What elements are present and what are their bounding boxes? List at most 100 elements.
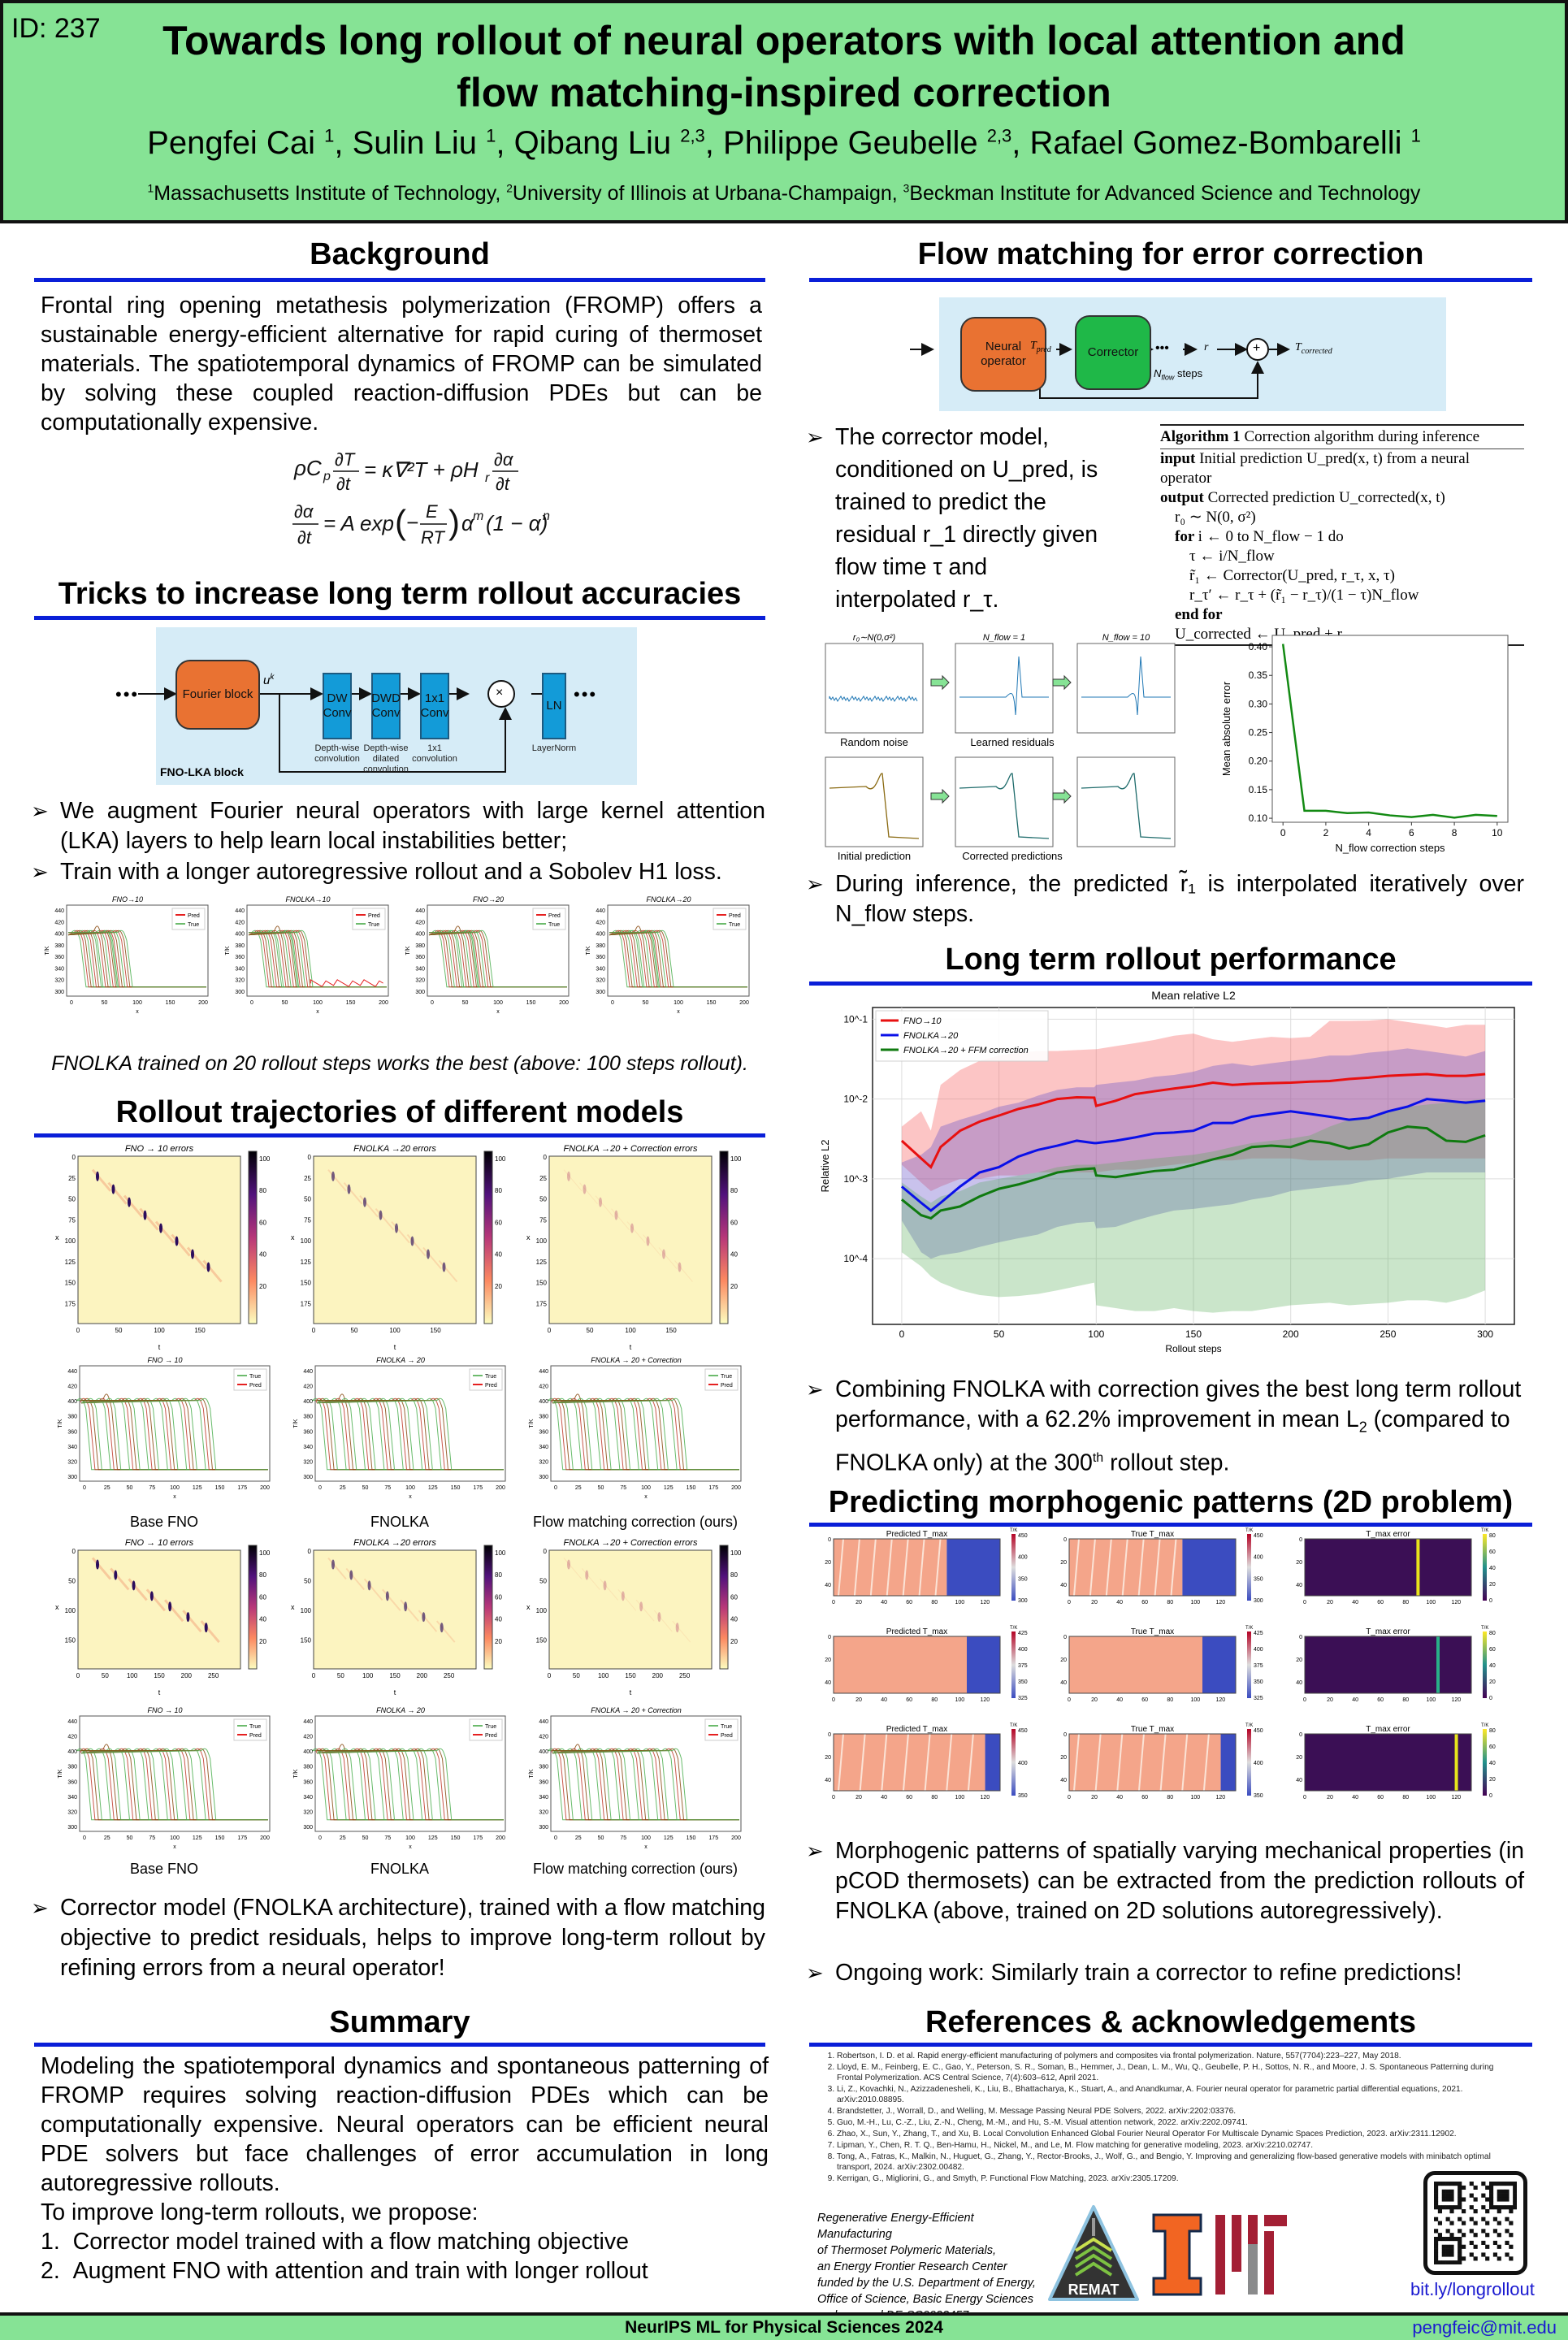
pattern-stripe [853, 1538, 860, 1597]
small-plot-title: N_flow = 10 [1102, 633, 1150, 643]
svg-text:m: m [473, 509, 483, 523]
legend-label: True [188, 922, 199, 928]
algorithm-text: Corrected prediction U_corrected(x, t) [1207, 489, 1445, 506]
x-tick-label: 150 [625, 1672, 636, 1679]
y-tick-label: 320 [235, 978, 245, 984]
qr-module [1462, 2209, 1466, 2214]
qr-module [1445, 2182, 1450, 2186]
heatmap-frame [548, 1549, 713, 1670]
acknowledgement-line: of Thermoset Polymeric Materials, [817, 2244, 996, 2257]
qr-module [1481, 2252, 1486, 2257]
colorbar [248, 1545, 258, 1670]
y-tick-label: 440 [67, 1369, 77, 1375]
y-tick-label: 0 [1063, 1537, 1067, 1543]
equations: ρC p ∂T ∂t = κ∇²T + ρH r ∂α ∂t ∂α ∂t = A exp(… [253, 443, 578, 568]
x-tick-label: 100 [641, 1485, 651, 1491]
y-tick-label: 400 [54, 932, 64, 938]
colorbar [1247, 1632, 1251, 1698]
y-tick-label: 0.25 [1249, 727, 1268, 739]
reference-item: Zhao, X., Sun, Y., Zhang, T., and Xu, B.… [837, 2129, 1516, 2139]
y-tick-label: 340 [303, 1795, 313, 1800]
error-spot [662, 1249, 665, 1259]
colorbar-tick: 100 [259, 1155, 271, 1163]
pattern-stripe [1170, 1538, 1177, 1597]
pattern-stripe [1094, 1733, 1102, 1792]
qr-module [1458, 2216, 1462, 2221]
y-axis-label: Relative L2 [819, 1139, 831, 1192]
qr-module [1505, 2216, 1510, 2221]
morph-grid: Predicted T_max 0 20 40 60 80 100 120 0 20 40 T/K 45… [809, 1528, 1532, 1828]
x-tick-label: 20 [1327, 1697, 1333, 1703]
y-tick-label: 360 [303, 1779, 313, 1785]
affiliation-mark: 1 [147, 182, 154, 195]
colorbar-tick: 350 [1254, 1679, 1263, 1685]
colorbar-tick: 100 [259, 1549, 271, 1557]
x-tick-label: 40 [1352, 1795, 1358, 1800]
svg-text:(: ( [395, 503, 406, 541]
fno-lka-block-label: FNO-LKA block [160, 765, 244, 778]
colorbar-tick: 300 [1018, 1598, 1028, 1604]
trajectory-plot: FNOLKA→10 Pred True 440 420 400 380 360 340 320 30… [225, 895, 389, 1015]
colorbar-tick: 80 [730, 1187, 738, 1194]
qr-link[interactable]: bit.ly/longrollout [1410, 2279, 1535, 2299]
y-tick-label: 50 [68, 1196, 76, 1203]
x-axis-label: x [496, 1009, 500, 1015]
x-tick-label: 20 [1327, 1795, 1333, 1800]
qr-module [1449, 2244, 1454, 2249]
error-streak [107, 1181, 128, 1205]
error-streak [382, 1588, 401, 1611]
x-axis-label: x [644, 1844, 648, 1850]
x-axis-label: t [394, 1343, 396, 1351]
x-tick-label: 150 [707, 1000, 717, 1006]
qr-module [1481, 2240, 1486, 2246]
qr-module [1481, 2193, 1486, 2198]
algorithm-line: for i ← 0 to N_flow − 1 do [1160, 527, 1524, 547]
y-tick-label: 40 [1296, 1583, 1302, 1588]
qr-module [1485, 2233, 1490, 2238]
error-heatmap: FNOLKA →20 errors 100 80 60 40 20 0 25 50 75 100 12… [291, 1144, 506, 1351]
x-tick-label: 20 [1091, 1697, 1098, 1703]
y-tick-label: 0 [72, 1154, 76, 1161]
qr-module [1489, 2197, 1494, 2202]
error-streak [202, 1259, 223, 1283]
qr-module [1492, 2229, 1498, 2234]
colorbar-tick: 20 [259, 1638, 266, 1645]
colorbar-tick: 60 [259, 1593, 266, 1601]
qr-module [1445, 2252, 1450, 2257]
t-corrected-label: Tcorrected [1295, 341, 1332, 356]
conv1x1-sublabel: 1x1 convolution [412, 743, 457, 764]
small-plot-frame [1076, 756, 1176, 847]
rollout-set-1: FNO → 10 errors 100 80 60 40 20 0 25 50 75 100 125 1… [50, 1142, 773, 1556]
error-streak [658, 1247, 678, 1269]
qr-module [1434, 2240, 1439, 2246]
x-tick-label: 0 [431, 1000, 434, 1006]
trajectory-curve [429, 925, 567, 988]
y-tick-label: 150 [65, 1637, 76, 1644]
y-tick-label: 380 [415, 943, 425, 949]
trajectory-plot: FNOLKA → 20 + Correction True Pred 440 420 40… [529, 1356, 742, 1500]
x-tick-label: 150 [389, 1672, 401, 1679]
x-tick-label: 100 [389, 1327, 401, 1334]
y-tick-label: 320 [67, 1459, 77, 1465]
acknowledgement-line: funded by the U.S. Department of Energy, [817, 2277, 1036, 2290]
y-tick-label: 40 [825, 1680, 831, 1686]
x-tick-label: 60 [1141, 1600, 1148, 1606]
x-tick-label: 100 [405, 1835, 415, 1841]
x-tick-label: 40 [1116, 1600, 1123, 1606]
y-tick-label: 360 [67, 1429, 77, 1435]
y-tick-label: 360 [67, 1779, 77, 1785]
error-spot [410, 1236, 414, 1246]
reference-item: Kerrigan, G., Migliorini, G., and Smyth,… [837, 2173, 1516, 2184]
algorithm-text: τ ← i/N_flow [1189, 548, 1275, 565]
qr-code[interactable] [1423, 2171, 1527, 2275]
x-tick-label: 250 [679, 1672, 691, 1679]
x-tick-label: 100 [1088, 1328, 1104, 1340]
svg-text:∂α: ∂α [294, 501, 314, 522]
x-tick-label: 125 [428, 1485, 438, 1491]
qr-module [1458, 2256, 1462, 2261]
contact-email[interactable]: pengfeic@mit.edu [1412, 2317, 1557, 2338]
y-tick-label: 380 [596, 943, 605, 949]
error-streak [611, 1208, 630, 1230]
qr-module [1434, 2237, 1439, 2242]
author-name: Philippe Geubelle [723, 125, 987, 161]
